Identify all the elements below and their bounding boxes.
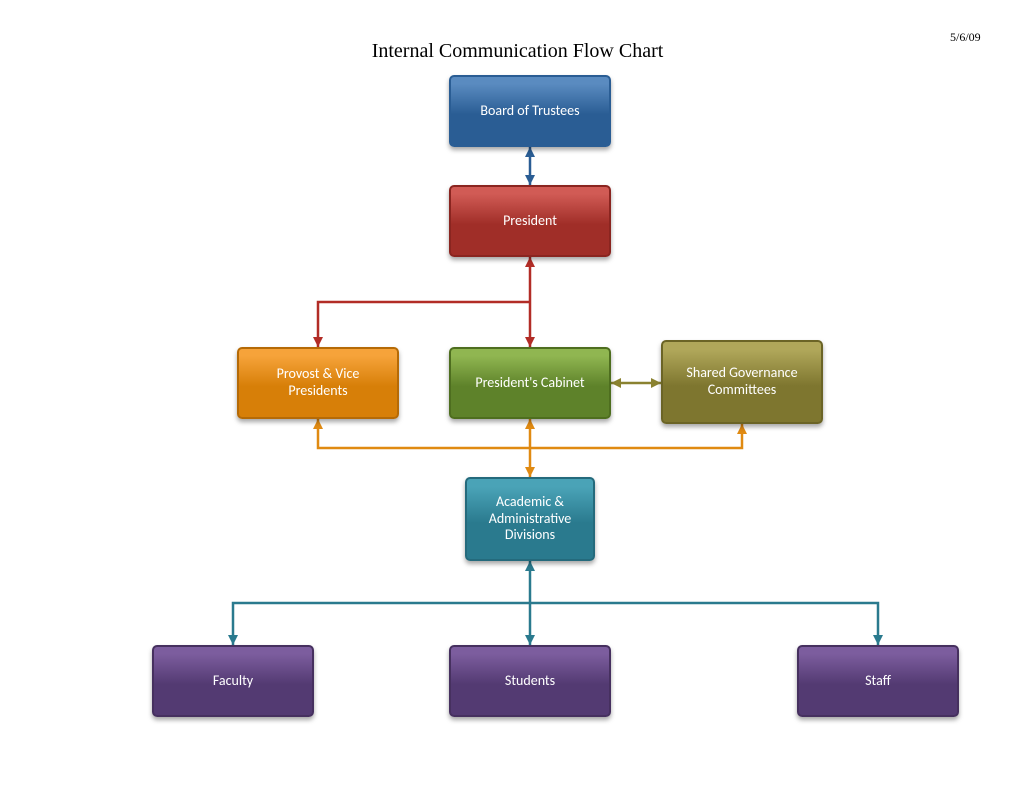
edge-cabinet-shared-arrow-end (651, 378, 661, 388)
edge-president-cabinet-arrow-end (525, 337, 535, 347)
node-shared: Shared Governance Committees (661, 340, 823, 424)
edge-cabinet-shared-arrow-start (611, 378, 621, 388)
edge-divisions-faculty-arrow-end (228, 635, 238, 645)
edge-orange-bus-right (530, 424, 742, 448)
edge-president-provost-arrow-end (313, 337, 323, 347)
edge-cabinet-divisions-arrow-start (525, 419, 535, 429)
edge-divisions-staff-arrow-end (873, 635, 883, 645)
node-board: Board of Trustees (449, 75, 611, 147)
node-students: Students (449, 645, 611, 717)
edge-divisions-students-arrow-start (525, 561, 535, 571)
edge-president-provost (318, 302, 530, 347)
edge-divisions-students-arrow-end (525, 635, 535, 645)
node-provost: Provost & Vice Presidents (237, 347, 399, 419)
node-staff: Staff (797, 645, 959, 717)
edge-board-president-arrow-start (525, 147, 535, 157)
edge-orange-bus-left (318, 419, 530, 448)
node-divisions: Academic & Administrative Divisions (465, 477, 595, 561)
edge-board-president-arrow-end (525, 175, 535, 185)
edge-president-cabinet-arrow-start (525, 257, 535, 267)
edge-divisions-staff (530, 603, 878, 645)
flowchart-stage: 5/6/09 Internal Communication Flow Chart… (0, 0, 1035, 800)
page-title: Internal Communication Flow Chart (0, 40, 1035, 63)
node-faculty: Faculty (152, 645, 314, 717)
edge-orange-bus-left-arrow-end (313, 419, 323, 429)
node-cabinet: President's Cabinet (449, 347, 611, 419)
edge-divisions-faculty (233, 603, 530, 645)
edge-cabinet-divisions-arrow-end (525, 467, 535, 477)
edge-orange-bus-right-arrow-end (737, 424, 747, 434)
node-president: President (449, 185, 611, 257)
